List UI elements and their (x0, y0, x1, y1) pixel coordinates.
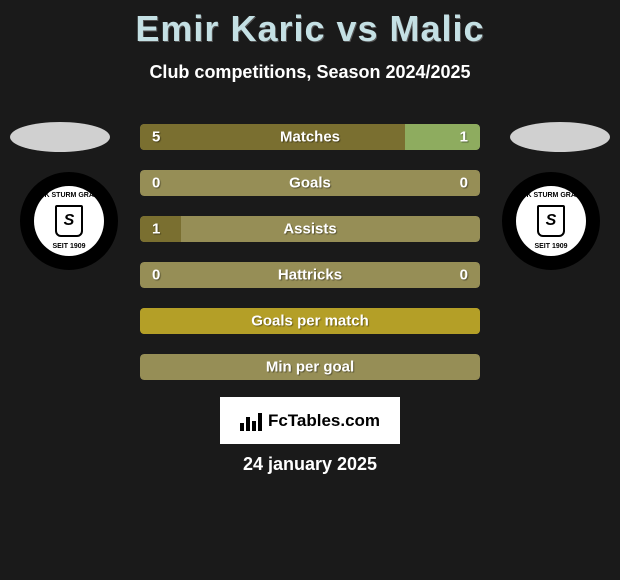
icon-bar (258, 413, 262, 431)
icon-bar (246, 417, 250, 431)
comparison-subtitle: Club competitions, Season 2024/2025 (0, 62, 620, 83)
stat-bar-row: Min per goal (140, 354, 480, 380)
fctables-text: FcTables.com (268, 411, 380, 431)
stat-label: Matches (140, 129, 480, 146)
logo-inner: SK STURM GRAZ S SEIT 1909 (34, 186, 104, 256)
stat-bar-row: 00Goals (140, 170, 480, 196)
logo-top-text: SK STURM GRAZ (34, 192, 104, 199)
logo-top-text: SK STURM GRAZ (516, 192, 586, 199)
stat-label: Goals (140, 175, 480, 192)
logo-shield: S (537, 205, 565, 237)
icon-bar (240, 423, 244, 431)
logo-inner: SK STURM GRAZ S SEIT 1909 (516, 186, 586, 256)
left-player-oval (10, 122, 110, 152)
left-club-logo: SK STURM GRAZ S SEIT 1909 (20, 172, 118, 270)
header: Emir Karic vs Malic Club competitions, S… (0, 0, 620, 83)
bar-chart-icon (240, 411, 262, 431)
icon-bar (252, 421, 256, 431)
stat-bar-row: 1Assists (140, 216, 480, 242)
stat-bar-row: 00Hattricks (140, 262, 480, 288)
stat-label: Hattricks (140, 267, 480, 284)
fctables-badge: FcTables.com (220, 397, 400, 444)
comparison-date: 24 january 2025 (0, 454, 620, 475)
right-player-oval (510, 122, 610, 152)
stat-bar-row: 51Matches (140, 124, 480, 150)
right-club-logo: SK STURM GRAZ S SEIT 1909 (502, 172, 600, 270)
logo-shield: S (55, 205, 83, 237)
stat-label: Goals per match (140, 313, 480, 330)
logo-bottom-text: SEIT 1909 (516, 243, 586, 250)
logo-bottom-text: SEIT 1909 (34, 243, 104, 250)
comparison-title: Emir Karic vs Malic (0, 8, 620, 50)
stats-bars-container: 51Matches 00Goals 1Assists 00Hattricks Goals… (140, 124, 480, 400)
stat-label: Min per goal (140, 359, 480, 376)
stat-bar-row: Goals per match (140, 308, 480, 334)
stat-label: Assists (140, 221, 480, 238)
